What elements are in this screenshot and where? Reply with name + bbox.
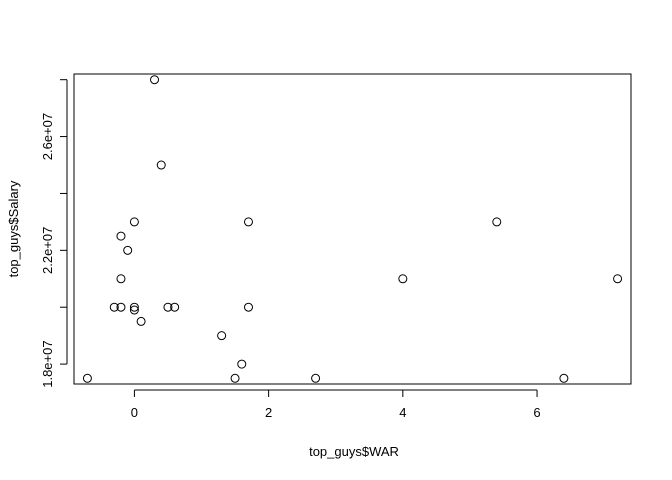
data-point — [398, 274, 408, 284]
data-point — [116, 274, 126, 284]
plot-frame — [73, 73, 632, 385]
y-axis: 1.8e+07 2.2e+07 2.6e+07 — [40, 79, 68, 388]
data-point — [492, 217, 502, 227]
data-point — [129, 302, 139, 312]
data-point — [116, 231, 126, 241]
data-point — [116, 302, 126, 312]
data-point — [230, 373, 240, 383]
data-point — [170, 302, 180, 312]
y-tick-label: 2.2e+07 — [40, 227, 55, 274]
y-tick-label: 2.6e+07 — [40, 113, 55, 160]
x-axis-label: top_guys$WAR — [309, 444, 399, 459]
data-point — [150, 75, 160, 85]
data-point — [123, 245, 133, 255]
data-point — [243, 302, 253, 312]
data-point — [129, 305, 139, 315]
x-tick-label: 0 — [131, 405, 138, 420]
x-tick-label: 2 — [265, 405, 272, 420]
data-point — [237, 359, 247, 369]
data-point — [311, 373, 321, 383]
data-point — [163, 302, 173, 312]
x-tick-label: 6 — [533, 405, 540, 420]
data-point — [109, 302, 119, 312]
data-point — [136, 316, 146, 326]
data-point — [243, 217, 253, 227]
data-point — [156, 160, 166, 170]
y-axis-label: top_guys$Salary — [6, 180, 21, 277]
data-points — [82, 75, 623, 383]
data-point — [82, 373, 92, 383]
data-point — [217, 331, 227, 341]
x-axis: 0 2 4 6 — [131, 389, 541, 420]
x-tick-label: 4 — [399, 405, 406, 420]
data-point — [129, 217, 139, 227]
data-point — [613, 274, 623, 284]
y-tick-label: 1.8e+07 — [40, 340, 55, 387]
data-point — [559, 373, 569, 383]
